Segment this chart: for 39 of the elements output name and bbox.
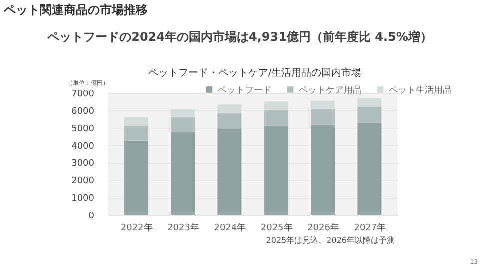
- y-tick-label: 0: [88, 212, 95, 222]
- bar: [358, 124, 382, 215]
- text: 2025年は見込、2026年以降は予測: [266, 236, 395, 245]
- bar: [171, 110, 195, 118]
- y-tick-label: 2000: [72, 176, 95, 187]
- x-tick-label: 2027年: [354, 222, 386, 234]
- bar: [171, 132, 195, 215]
- x-tick-label: 2023年: [168, 222, 200, 234]
- bar: [124, 126, 148, 141]
- bar: [358, 98, 382, 107]
- bar: [311, 125, 335, 215]
- bar: [264, 126, 288, 215]
- chart-subtitle: ペットフードの2024年の国内市場は4,931億円（前年度比 4.5%増）: [46, 30, 432, 44]
- bar: [218, 129, 242, 215]
- y-tick-label: 3000: [72, 159, 95, 170]
- x-tick-label: 2025年: [260, 222, 293, 234]
- y-tick-label: 7000: [72, 90, 95, 100]
- bar: [358, 106, 382, 124]
- x-tick-label: 2022年: [120, 222, 153, 234]
- x-tick-label: 2024年: [214, 222, 246, 234]
- legend-label: ペット生活用品: [389, 84, 452, 96]
- y-tick-label: 6000: [72, 106, 95, 117]
- chart-title: ペット関連商品の市場推移: [3, 3, 148, 17]
- bar: [218, 113, 242, 130]
- bar: [311, 110, 335, 126]
- bar: [264, 102, 288, 110]
- y-tick-label: 1000: [72, 194, 95, 204]
- legend-label: ペットフード: [218, 86, 272, 96]
- x-tick-label: 2026年: [308, 222, 340, 234]
- bar: [171, 117, 195, 132]
- y-tick-label: 5000: [72, 124, 95, 134]
- legend-label: ペットケア用品: [299, 84, 362, 96]
- y-tick-label: 4000: [72, 142, 95, 152]
- bar: [311, 100, 335, 110]
- bar: [218, 104, 242, 114]
- bar: [124, 140, 148, 215]
- bar: [124, 117, 148, 126]
- text: ペットフード・ペットケア/生活用品の国内市場: [148, 67, 362, 79]
- bar: [264, 110, 288, 126]
